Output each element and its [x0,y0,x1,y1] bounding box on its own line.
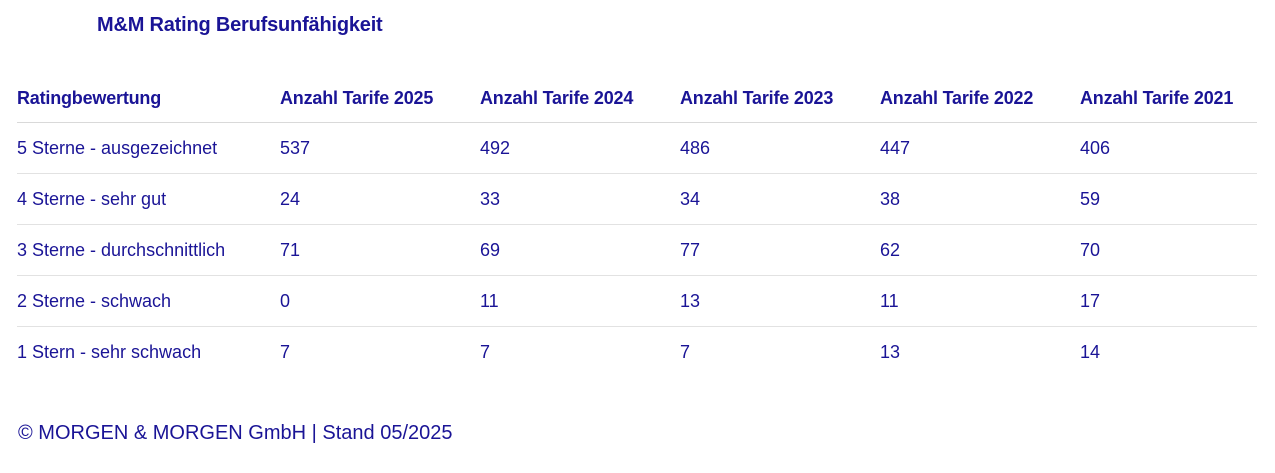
page-title: M&M Rating Berufsunfähigkeit [97,14,383,36]
rating-label-cell: 3 Sterne - durchschnittlich [17,224,280,276]
count-cell: 70 [1080,224,1257,276]
rating-label-cell: 5 Sterne - ausgezeichnet [17,122,280,174]
count-cell: 59 [1080,173,1257,225]
count-cell: 34 [680,173,880,225]
count-cell: 13 [680,275,880,327]
count-cell: 14 [1080,326,1257,377]
table-row: 5 Sterne - ausgezeichnet 537 492 486 447… [17,122,1257,174]
count-cell: 62 [880,224,1080,276]
count-cell: 7 [680,326,880,377]
count-cell: 492 [480,122,680,174]
count-cell: 537 [280,122,480,174]
column-header-ratingbewertung: Ratingbewertung [17,74,280,123]
table-row: 1 Stern - sehr schwach 7 7 7 13 14 [17,326,1257,377]
count-cell: 7 [280,326,480,377]
count-cell: 0 [280,275,480,327]
rating-label-cell: 1 Stern - sehr schwach [17,326,280,377]
table-row: 4 Sterne - sehr gut 24 33 34 38 59 [17,173,1257,225]
rating-label-cell: 2 Sterne - schwach [17,275,280,327]
count-cell: 406 [1080,122,1257,174]
column-header-2024: Anzahl Tarife 2024 [480,74,680,123]
count-cell: 38 [880,173,1080,225]
column-header-2022: Anzahl Tarife 2022 [880,74,1080,123]
count-cell: 24 [280,173,480,225]
count-cell: 486 [680,122,880,174]
count-cell: 447 [880,122,1080,174]
rating-label-cell: 4 Sterne - sehr gut [17,173,280,225]
column-header-2023: Anzahl Tarife 2023 [680,74,880,123]
count-cell: 71 [280,224,480,276]
table-header-row: Ratingbewertung Anzahl Tarife 2025 Anzah… [17,74,1257,123]
count-cell: 13 [880,326,1080,377]
rating-table: Ratingbewertung Anzahl Tarife 2025 Anzah… [17,74,1257,377]
copyright-footer: © MORGEN & MORGEN GmbH | Stand 05/2025 [18,422,453,444]
column-header-2025: Anzahl Tarife 2025 [280,74,480,123]
table-row: 2 Sterne - schwach 0 11 13 11 17 [17,275,1257,327]
count-cell: 11 [480,275,680,327]
count-cell: 33 [480,173,680,225]
count-cell: 7 [480,326,680,377]
count-cell: 69 [480,224,680,276]
count-cell: 17 [1080,275,1257,327]
count-cell: 77 [680,224,880,276]
table-row: 3 Sterne - durchschnittlich 71 69 77 62 … [17,224,1257,276]
column-header-2021: Anzahl Tarife 2021 [1080,74,1257,123]
count-cell: 11 [880,275,1080,327]
